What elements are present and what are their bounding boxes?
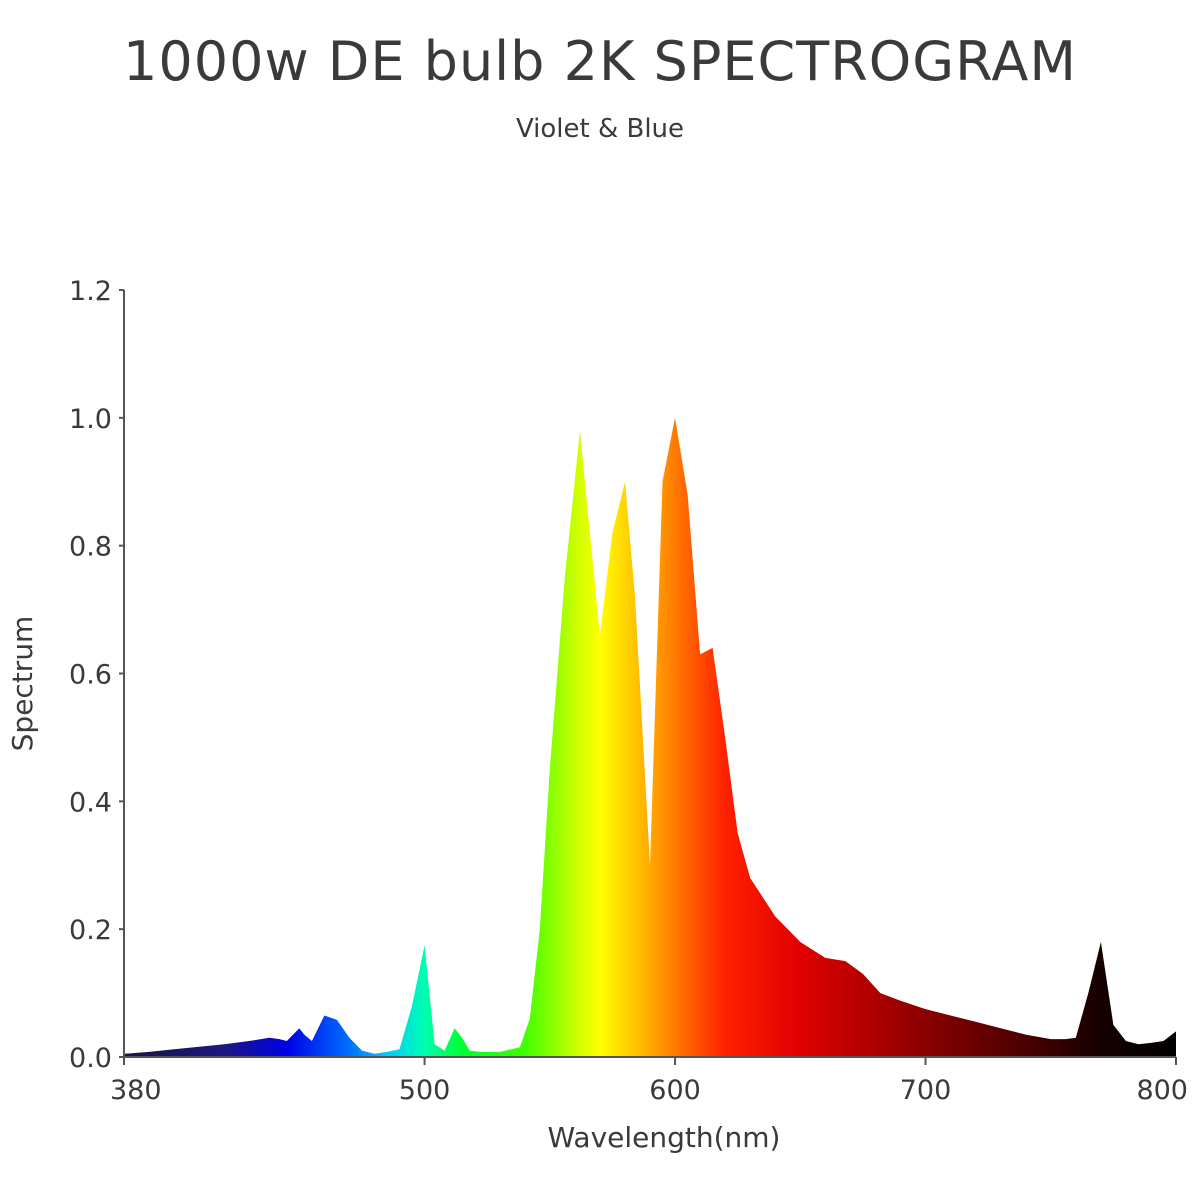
x-tick-label: 800: [1136, 1075, 1188, 1106]
chart-title: 1000w DE bulb 2K SPECTROGRAM: [123, 30, 1077, 93]
x-tick-label: 500: [399, 1075, 451, 1106]
spectrum-area: [124, 417, 1176, 1057]
y-tick-label: 1.0: [69, 404, 112, 435]
chart-subtitle: Violet & Blue: [515, 114, 685, 144]
x-tick-label: 380: [110, 1075, 162, 1106]
x-tick-label: 700: [900, 1075, 952, 1106]
y-tick-label: 0.4: [69, 787, 112, 818]
y-tick-label: 0.2: [69, 915, 112, 946]
y-tick-label: 0.8: [69, 532, 112, 563]
y-tick-label: 1.2: [69, 276, 112, 307]
y-axis-title: Spectrum: [6, 616, 39, 752]
x-tick-label: 600: [649, 1075, 701, 1106]
x-axis-title: Wavelength(nm): [548, 1121, 781, 1154]
y-tick-label: 0.0: [69, 1043, 112, 1074]
y-tick-label: 0.6: [69, 660, 112, 691]
